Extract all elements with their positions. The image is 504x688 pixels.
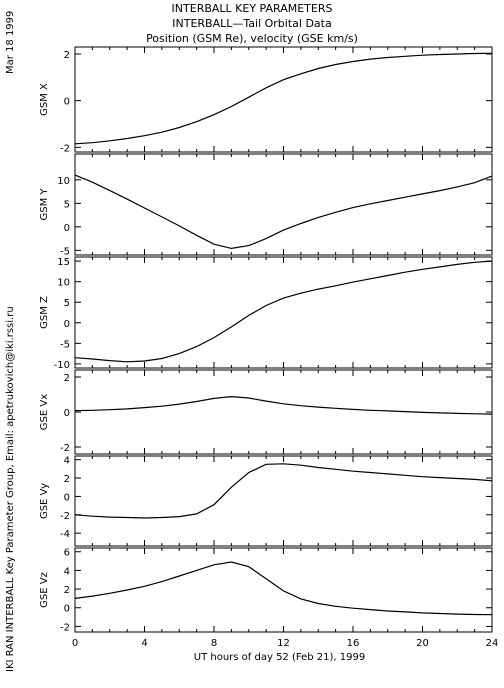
y-tick-label-gse-vx: 2 — [64, 373, 70, 384]
y-axis-label-gse-vz: GSE Vz — [39, 572, 50, 608]
series-line-gse-vz — [74, 561, 493, 616]
series-line-gsm-z — [74, 260, 493, 363]
y-tick-label-gse-vy: 2 — [64, 474, 70, 485]
y-axis-label-gsm-y: GSM Y — [39, 188, 50, 221]
y-tick-label-gse-vy: -4 — [60, 529, 70, 540]
y-axis-label-gse-vx: GSE Vx — [39, 394, 50, 430]
y-tick-label-gse-vy: -2 — [60, 511, 70, 522]
x-tick-label: 20 — [416, 638, 429, 649]
x-tick-label: 16 — [347, 638, 360, 649]
x-tick-label: 4 — [141, 638, 147, 649]
header-line-3: Position (GSM Re), velocity (GSE km/s) — [146, 32, 358, 45]
panel-frame-gsm-z — [74, 256, 493, 369]
y-tick-label-gsm-z: -5 — [60, 339, 70, 350]
y-tick-label-gse-vy: 4 — [64, 456, 70, 467]
x-tick-label: 8 — [211, 638, 217, 649]
y-tick-label-gse-vz: 6 — [64, 548, 70, 559]
x-tick-label: 24 — [486, 638, 499, 649]
y-tick-label-gsm-z: 5 — [64, 298, 70, 309]
x-tick-label: 12 — [277, 638, 290, 649]
y-tick-label-gsm-x: -2 — [60, 143, 70, 154]
y-tick-label-gsm-z: 15 — [57, 257, 70, 268]
y-tick-label-gse-vz: -2 — [60, 622, 70, 633]
x-axis-label: UT hours of day 52 (Feb 21), 1999 — [194, 652, 365, 663]
y-axis-label-gsm-x: GSM X — [39, 83, 50, 116]
side-credit-label: IKI RAN INTERBALL Key Parameter Group, E… — [5, 306, 16, 672]
y-tick-label-gsm-y: 0 — [64, 223, 70, 234]
x-tick-label: 0 — [72, 638, 78, 649]
y-tick-label-gsm-z: 0 — [64, 319, 70, 330]
series-line-gsm-x — [74, 52, 493, 145]
y-tick-label-gse-vz: 0 — [64, 604, 70, 615]
y-tick-label-gse-vx: 0 — [64, 408, 70, 419]
header-line-1: INTERBALL KEY PARAMETERS — [171, 2, 333, 15]
series-line-gse-vx — [74, 395, 493, 415]
y-tick-label-gse-vz: 2 — [64, 585, 70, 596]
y-tick-label-gse-vy: 0 — [64, 492, 70, 503]
y-tick-label-gsm-y: 10 — [57, 176, 70, 187]
y-tick-label-gsm-x: 2 — [64, 50, 70, 61]
y-axis-label-gsm-z: GSM Z — [39, 296, 50, 329]
series-line-gsm-y — [74, 174, 493, 250]
y-tick-label-gsm-x: 0 — [64, 97, 70, 108]
y-tick-label-gse-vz: 4 — [64, 566, 70, 577]
y-tick-label-gse-vx: -2 — [60, 443, 70, 454]
y-tick-label-gsm-z: 10 — [57, 278, 70, 289]
y-tick-label-gsm-y: -5 — [60, 246, 70, 257]
header-line-2: INTERBALL—Tail Orbital Data — [172, 17, 332, 30]
series-line-gse-vy — [74, 463, 493, 519]
panel-frame-gse-vy — [74, 455, 493, 547]
side-date-label: Mar 18 1999 — [5, 10, 16, 74]
y-axis-label-gse-vy: GSE Vy — [39, 483, 50, 519]
y-tick-label-gsm-z: -10 — [54, 360, 70, 371]
panel-frame-gse-vz — [74, 547, 493, 633]
y-tick-label-gsm-y: 5 — [64, 199, 70, 210]
